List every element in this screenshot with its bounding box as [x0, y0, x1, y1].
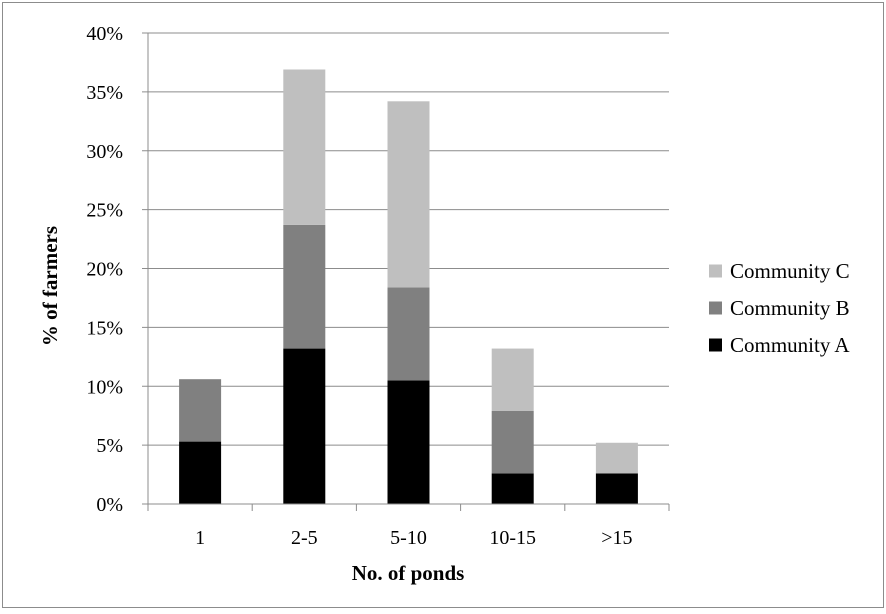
bar-segment-community-a [179, 441, 222, 504]
y-tick-label: 35% [86, 82, 123, 104]
legend-label: Community A [730, 333, 850, 357]
bar-segment-community-c [387, 101, 430, 288]
x-tick-label: >15 [601, 527, 632, 549]
x-tick-label: 1 [195, 527, 205, 549]
bar-segment-community-a [387, 380, 430, 504]
legend-label: Community C [730, 259, 850, 283]
y-tick-label: 30% [86, 141, 123, 163]
y-tick-label: 15% [86, 317, 123, 339]
y-tick-label: 5% [96, 435, 123, 457]
stacked-bar-chart: 0% 5% 10% 15% 20% 25% 30% 35% 40% 1 2-5 5-10 10-15 >1… [38, 23, 850, 585]
bar-segment-community-c [595, 442, 638, 474]
axes [142, 32, 670, 511]
bar-segment-community-b [491, 410, 534, 474]
bars [179, 69, 638, 504]
bar-segment-community-b [179, 379, 222, 442]
tick-labels: 0% 5% 10% 15% 20% 25% 30% 35% 40% 1 2-5 5-10 10-15 >1… [86, 23, 632, 549]
x-tick-label: 10-15 [489, 527, 536, 549]
bar-segment-community-c [491, 348, 534, 411]
bar-segment-community-a [595, 473, 638, 504]
y-tick-label: 20% [86, 259, 123, 281]
y-tick-label: 40% [86, 23, 123, 45]
bar-segment-community-b [283, 224, 326, 349]
y-tick-label: 25% [86, 200, 123, 222]
legend-swatch [709, 338, 722, 352]
legend: Community C Community B Community A [709, 259, 850, 357]
y-axis-title: % of farmers [38, 226, 62, 346]
y-tick-label: 0% [96, 494, 123, 516]
bar-segment-community-b [387, 287, 430, 381]
x-axis-title: No. of ponds [352, 561, 465, 585]
x-tick-label: 5-10 [390, 527, 427, 549]
legend-swatch [709, 301, 722, 315]
legend-swatch [709, 264, 722, 278]
bar-segment-community-c [283, 69, 326, 225]
bar-segment-community-a [491, 473, 534, 504]
bar-segment-community-a [283, 348, 326, 504]
legend-label: Community B [730, 296, 850, 320]
x-tick-label: 2-5 [291, 527, 318, 549]
y-tick-label: 10% [86, 376, 123, 398]
